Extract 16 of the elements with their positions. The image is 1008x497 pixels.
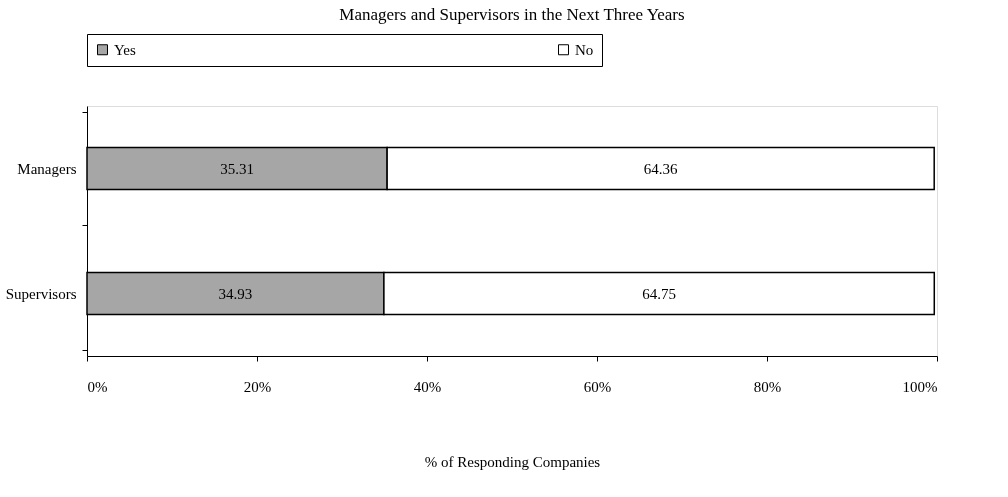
x-tick-label: 40% <box>413 378 442 395</box>
x-tick-label: 60% <box>583 378 612 395</box>
x-tick-label: 100% <box>902 378 938 395</box>
y-tick-label: Supervisors <box>5 286 77 302</box>
legend-label: Yes <box>114 41 136 58</box>
x-tick-label: 80% <box>753 378 782 395</box>
data-label: 64.36 <box>643 160 679 177</box>
legend-label: No <box>575 41 594 58</box>
y-tick-label: Managers <box>17 161 77 177</box>
data-label: 34.93 <box>218 285 253 302</box>
data-label: 35.31 <box>220 160 254 177</box>
data-label: 64.75 <box>642 285 676 302</box>
x-axis-title: % of Responding Companies <box>424 453 601 470</box>
chart-title: Managers and Supervisors in the Next Three Years <box>339 4 685 24</box>
x-tick-label: 20% <box>243 378 272 395</box>
x-tick-label: 0% <box>87 378 108 395</box>
